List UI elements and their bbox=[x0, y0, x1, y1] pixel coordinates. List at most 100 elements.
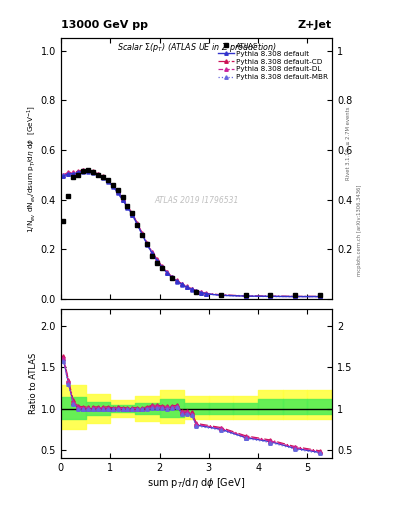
ATLAS bbox=[115, 187, 120, 193]
Pythia 8.308 default-MBR bbox=[145, 242, 150, 248]
Pythia 8.308 default-CD bbox=[150, 249, 154, 255]
X-axis label: sum p$_T$/d$\eta$ d$\phi$ [GeV]: sum p$_T$/d$\eta$ d$\phi$ [GeV] bbox=[147, 476, 246, 490]
ATLAS bbox=[130, 210, 135, 217]
Pythia 8.308 default bbox=[179, 281, 184, 287]
Line: Pythia 8.308 default-MBR: Pythia 8.308 default-MBR bbox=[62, 170, 321, 298]
Pythia 8.308 default-MBR bbox=[184, 284, 189, 290]
Pythia 8.308 default-CD bbox=[95, 170, 100, 177]
Pythia 8.308 default bbox=[91, 169, 95, 176]
Text: ATLAS 2019 I1796531: ATLAS 2019 I1796531 bbox=[154, 196, 239, 204]
Pythia 8.308 default-DL bbox=[184, 284, 189, 290]
Pythia 8.308 default-MBR bbox=[86, 168, 90, 175]
Pythia 8.308 default-MBR bbox=[189, 287, 194, 293]
Pythia 8.308 default-CD bbox=[140, 230, 145, 237]
Pythia 8.308 default-MBR bbox=[160, 265, 164, 271]
ATLAS bbox=[155, 260, 160, 266]
Pythia 8.308 default-DL bbox=[165, 269, 169, 275]
Pythia 8.308 default-MBR bbox=[293, 293, 298, 300]
Pythia 8.308 default-CD bbox=[145, 240, 150, 246]
Pythia 8.308 default-CD bbox=[105, 177, 110, 183]
Pythia 8.308 default-DL bbox=[86, 167, 90, 174]
Pythia 8.308 default-CD bbox=[130, 210, 135, 217]
Pythia 8.308 default-CD bbox=[115, 188, 120, 194]
Pythia 8.308 default-DL bbox=[150, 249, 154, 255]
ATLAS bbox=[86, 167, 90, 173]
ATLAS bbox=[61, 218, 66, 224]
Pythia 8.308 default bbox=[95, 172, 100, 178]
ATLAS bbox=[194, 289, 199, 295]
Pythia 8.308 default-MBR bbox=[130, 212, 135, 218]
Pythia 8.308 default-MBR bbox=[66, 171, 71, 177]
Pythia 8.308 default bbox=[76, 169, 81, 176]
Pythia 8.308 default bbox=[155, 258, 160, 264]
Pythia 8.308 default-CD bbox=[101, 173, 105, 179]
ATLAS bbox=[71, 175, 75, 181]
Line: ATLAS: ATLAS bbox=[61, 167, 322, 298]
ATLAS bbox=[81, 168, 85, 174]
Pythia 8.308 default-MBR bbox=[169, 275, 174, 281]
Pythia 8.308 default-DL bbox=[76, 168, 81, 175]
Pythia 8.308 default-CD bbox=[66, 169, 71, 176]
Pythia 8.308 default-DL bbox=[145, 241, 150, 247]
ATLAS bbox=[125, 203, 130, 209]
Pythia 8.308 default-CD bbox=[179, 281, 184, 287]
Pythia 8.308 default-MBR bbox=[243, 293, 248, 300]
ATLAS bbox=[169, 275, 174, 281]
Pythia 8.308 default bbox=[174, 278, 179, 284]
Text: Z+Jet: Z+Jet bbox=[298, 20, 332, 30]
Pythia 8.308 default-CD bbox=[169, 273, 174, 280]
Pythia 8.308 default bbox=[110, 183, 115, 189]
Pythia 8.308 default-DL bbox=[293, 293, 298, 300]
ATLAS bbox=[105, 177, 110, 183]
ATLAS bbox=[145, 241, 150, 247]
Pythia 8.308 default-CD bbox=[155, 257, 160, 263]
ATLAS bbox=[140, 231, 145, 238]
Pythia 8.308 default-DL bbox=[101, 174, 105, 180]
Y-axis label: Ratio to ATLAS: Ratio to ATLAS bbox=[29, 353, 38, 414]
Pythia 8.308 default-MBR bbox=[101, 175, 105, 181]
Pythia 8.308 default-DL bbox=[243, 293, 248, 299]
Pythia 8.308 default-MBR bbox=[318, 293, 322, 300]
Pythia 8.308 default-MBR bbox=[135, 222, 140, 228]
Pythia 8.308 default-CD bbox=[318, 293, 322, 300]
Pythia 8.308 default bbox=[268, 293, 273, 300]
Pythia 8.308 default-DL bbox=[268, 293, 273, 300]
Pythia 8.308 default-MBR bbox=[194, 288, 199, 294]
Pythia 8.308 default-CD bbox=[120, 196, 125, 202]
Pythia 8.308 default-DL bbox=[204, 290, 209, 296]
Pythia 8.308 default-DL bbox=[199, 289, 204, 295]
Pythia 8.308 default bbox=[135, 222, 140, 228]
Pythia 8.308 default-CD bbox=[110, 182, 115, 188]
Pythia 8.308 default-MBR bbox=[95, 173, 100, 179]
Pythia 8.308 default bbox=[199, 289, 204, 295]
Pythia 8.308 default-DL bbox=[95, 171, 100, 177]
Pythia 8.308 default bbox=[140, 231, 145, 238]
Pythia 8.308 default-DL bbox=[179, 281, 184, 287]
Pythia 8.308 default-DL bbox=[194, 288, 199, 294]
Pythia 8.308 default bbox=[243, 293, 248, 299]
Pythia 8.308 default-DL bbox=[169, 274, 174, 280]
ATLAS bbox=[135, 222, 140, 228]
Text: Rivet 3.1.10, ≥ 2.7M events: Rivet 3.1.10, ≥ 2.7M events bbox=[345, 106, 350, 180]
Pythia 8.308 default-DL bbox=[110, 182, 115, 188]
Pythia 8.308 default-DL bbox=[155, 257, 160, 263]
Pythia 8.308 default-CD bbox=[81, 167, 85, 173]
Pythia 8.308 default-MBR bbox=[219, 292, 224, 298]
Pythia 8.308 default bbox=[318, 293, 322, 300]
Pythia 8.308 default bbox=[115, 189, 120, 196]
Pythia 8.308 default-DL bbox=[105, 177, 110, 183]
Pythia 8.308 default-CD bbox=[61, 172, 66, 178]
Pythia 8.308 default-CD bbox=[204, 290, 209, 296]
Pythia 8.308 default-MBR bbox=[71, 171, 75, 177]
Pythia 8.308 default-MBR bbox=[61, 173, 66, 179]
ATLAS bbox=[268, 292, 273, 298]
Pythia 8.308 default bbox=[81, 168, 85, 174]
Pythia 8.308 default-DL bbox=[174, 278, 179, 284]
Pythia 8.308 default-MBR bbox=[81, 168, 85, 175]
ATLAS bbox=[318, 292, 322, 298]
Y-axis label: 1/N$_{ev}$ dN$_{ev}$/dsum p$_T$/d$\eta$ d$\phi$  [GeV$^{-1}$]: 1/N$_{ev}$ dN$_{ev}$/dsum p$_T$/d$\eta$ … bbox=[25, 104, 38, 233]
Pythia 8.308 default-CD bbox=[243, 293, 248, 299]
Pythia 8.308 default-DL bbox=[130, 211, 135, 217]
Pythia 8.308 default bbox=[61, 173, 66, 179]
Pythia 8.308 default-MBR bbox=[150, 250, 154, 257]
